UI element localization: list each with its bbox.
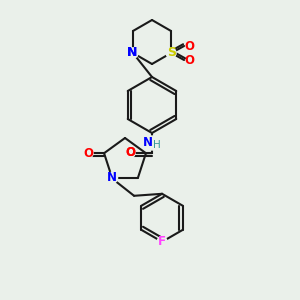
Circle shape [106, 172, 118, 183]
Circle shape [128, 48, 138, 58]
Circle shape [83, 148, 93, 158]
Circle shape [128, 48, 138, 58]
Text: O: O [184, 40, 194, 52]
Text: H: H [153, 140, 161, 150]
Circle shape [157, 237, 167, 247]
Text: S: S [168, 46, 177, 59]
Circle shape [125, 148, 135, 158]
Text: F: F [158, 235, 166, 248]
Text: N: N [127, 46, 137, 59]
Text: O: O [83, 147, 93, 160]
Text: O: O [125, 146, 135, 160]
Text: N: N [127, 46, 137, 59]
Text: N: N [143, 136, 153, 148]
Circle shape [145, 136, 159, 150]
Text: O: O [125, 146, 135, 160]
Circle shape [166, 48, 176, 58]
Text: O: O [184, 53, 194, 67]
Text: N: N [107, 171, 117, 184]
